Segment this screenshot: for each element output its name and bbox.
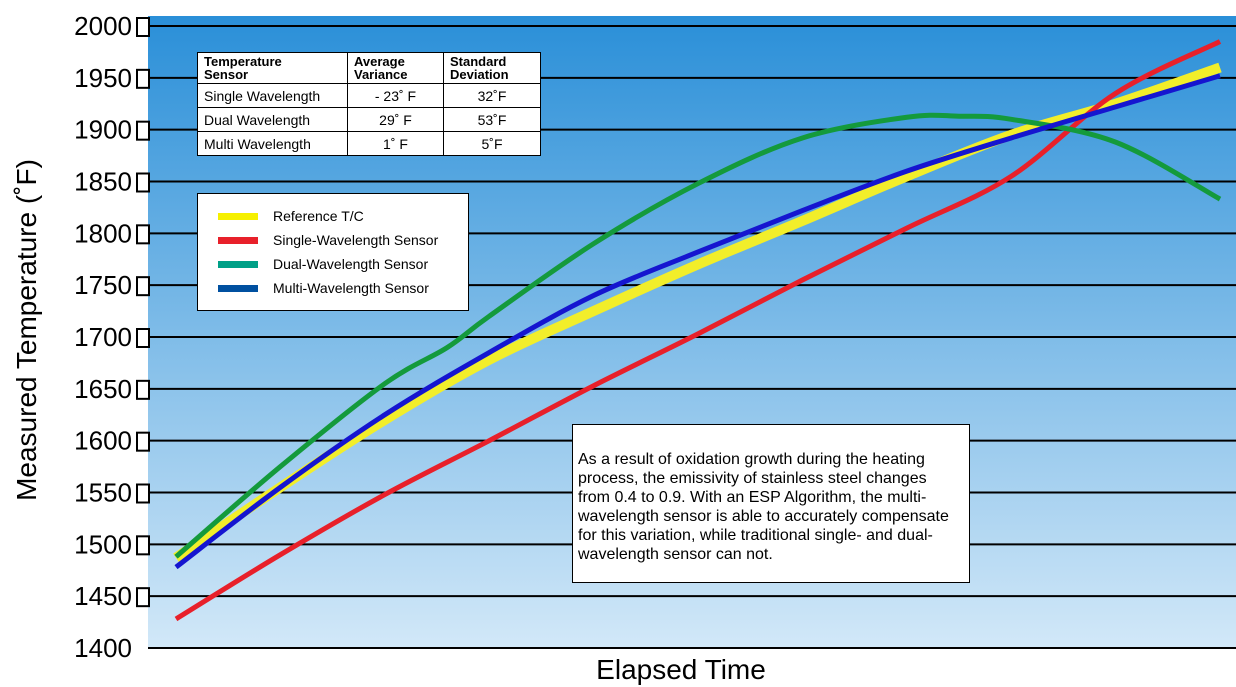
y-tick-label: 1950: [74, 63, 132, 93]
legend-label: Single-Wavelength Sensor: [273, 232, 439, 248]
y-tick-mark: [136, 431, 150, 452]
stats-table-header-row: Temperature Sensor Average Variance Stan…: [197, 52, 541, 84]
stats-table: Temperature Sensor Average Variance Stan…: [197, 52, 541, 156]
y-tick-label: 1400: [74, 633, 132, 663]
stats-header-variance-line2: Variance: [354, 67, 408, 82]
y-tick-label: 1750: [74, 270, 132, 300]
series-line-single-wavelength-sensor: [174, 39, 1222, 622]
table-row: Multi Wavelength 1˚ F 5˚F: [197, 131, 541, 156]
stats-header-deviation-line1: Standard: [450, 54, 507, 69]
y-tick-mark: [136, 172, 150, 193]
series-line-multi-wavelength-sensor: [174, 73, 1221, 570]
y-tick-mark: [136, 535, 150, 556]
y-tick-mark: [136, 276, 150, 297]
legend-item-dual-wavelength: Dual-Wavelength Sensor: [198, 252, 468, 276]
y-tick-mark: [136, 328, 150, 348]
legend-item-reference: Reference T/C: [198, 204, 468, 228]
stats-header-deviation: Standard Deviation: [443, 52, 541, 84]
stats-deviation-cell: 32˚F: [443, 83, 541, 108]
stats-header-deviation-line2: Deviation: [450, 67, 509, 82]
y-tick-label: 1550: [74, 478, 132, 508]
stats-variance-cell: 1˚ F: [347, 131, 444, 156]
y-tick-label: 1800: [74, 218, 132, 248]
stats-header-variance-line1: Average: [354, 54, 405, 69]
legend-item-multi-wavelength: Multi-Wavelength Sensor: [198, 276, 468, 300]
y-tick-mark: [136, 483, 150, 504]
y-tick-label: 1700: [74, 322, 132, 352]
stats-variance-cell: 29˚ F: [347, 107, 444, 132]
legend-swatch: [218, 236, 258, 244]
legend-swatch: [218, 212, 258, 220]
legend-swatch: [218, 284, 258, 292]
y-tick-label: 1850: [74, 167, 132, 197]
stats-deviation-cell: 53˚F: [443, 107, 541, 132]
y-tick-label: 1650: [74, 374, 132, 404]
legend: Reference T/C Single-Wavelength Sensor D…: [197, 193, 469, 311]
annotation-box: As a result of oxidation growth during t…: [572, 424, 970, 583]
stats-header-sensor-line2: Sensor: [204, 67, 249, 82]
y-tick-label: 1450: [74, 581, 132, 611]
legend-label: Dual-Wavelength Sensor: [273, 256, 429, 272]
y-tick-label: 1500: [74, 529, 132, 559]
legend-label: Reference T/C: [273, 208, 364, 224]
stats-sensor-cell: Multi Wavelength: [197, 131, 348, 156]
stats-variance-cell: - 23˚ F: [347, 83, 444, 108]
stats-header-sensor: Temperature Sensor: [197, 52, 348, 84]
y-tick-label: 2000: [74, 11, 132, 41]
y-tick-label: 1900: [74, 115, 132, 145]
y-tick-mark: [136, 120, 150, 141]
stats-header-variance: Average Variance: [347, 52, 444, 84]
table-row: Single Wavelength - 23˚ F 32˚F: [197, 83, 541, 108]
legend-swatch: [218, 260, 258, 268]
stats-deviation-cell: 5˚F: [443, 131, 541, 156]
y-tick-mark: [136, 379, 150, 400]
stats-header-sensor-line1: Temperature: [204, 54, 282, 69]
stats-sensor-cell: Dual Wavelength: [197, 107, 348, 132]
y-tick-mark: [136, 587, 150, 608]
stats-sensor-cell: Single Wavelength: [197, 83, 348, 108]
y-axis-title: Measured Temperature (˚F): [11, 159, 42, 501]
y-tick-label: 1600: [74, 426, 132, 456]
legend-item-single-wavelength: Single-Wavelength Sensor: [198, 228, 468, 252]
y-tick-mark: [136, 17, 150, 37]
series-line-dual-wavelength-sensor: [174, 112, 1222, 559]
y-tick-mark: [136, 68, 150, 89]
data-series: [173, 39, 1222, 622]
x-axis-title: Elapsed Time: [596, 654, 766, 685]
table-row: Dual Wavelength 29˚ F 53˚F: [197, 107, 541, 132]
y-tick-mark: [136, 224, 150, 245]
legend-label: Multi-Wavelength Sensor: [273, 280, 429, 296]
y-axis-ticks: 1400 1450 1500 1550 1600 1650 1700 1750 1800 1850…: [74, 11, 150, 663]
